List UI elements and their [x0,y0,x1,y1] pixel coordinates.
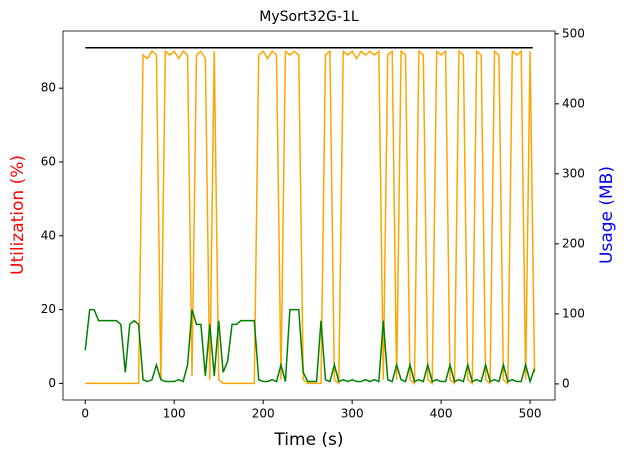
data-line [84,308,536,385]
x-tick-label: 500 [519,407,542,421]
y-tick-label: 60 [41,154,56,168]
y-axis-label: Utilization (%) [8,155,28,275]
y-tick-label: 40 [41,228,56,242]
x-tick-label: 400 [430,407,453,421]
data-line [85,49,536,385]
x-axis-label: Time (s) [273,430,343,450]
y2-tick-label: 400 [562,96,585,110]
y-tick-label: 0 [48,376,56,390]
y-tick-label: 80 [41,81,56,95]
y2-tick-label: 200 [562,236,585,250]
y2-tick-label: 500 [562,26,585,40]
y2-tick-label: 100 [562,306,585,320]
plot-frame [62,30,556,401]
y-tick-label: 20 [41,302,56,316]
x-tick-label: 100 [163,407,186,421]
x-tick-label: 300 [341,407,364,421]
chart-title: MySort32G-1L [259,9,359,25]
y2-tick-label: 300 [562,166,585,180]
x-tick-label: 200 [252,407,275,421]
x-tick-label: 0 [81,407,89,421]
y2-tick-label: 0 [562,376,570,390]
y2-axis-label: Usage (MB) [597,166,617,264]
